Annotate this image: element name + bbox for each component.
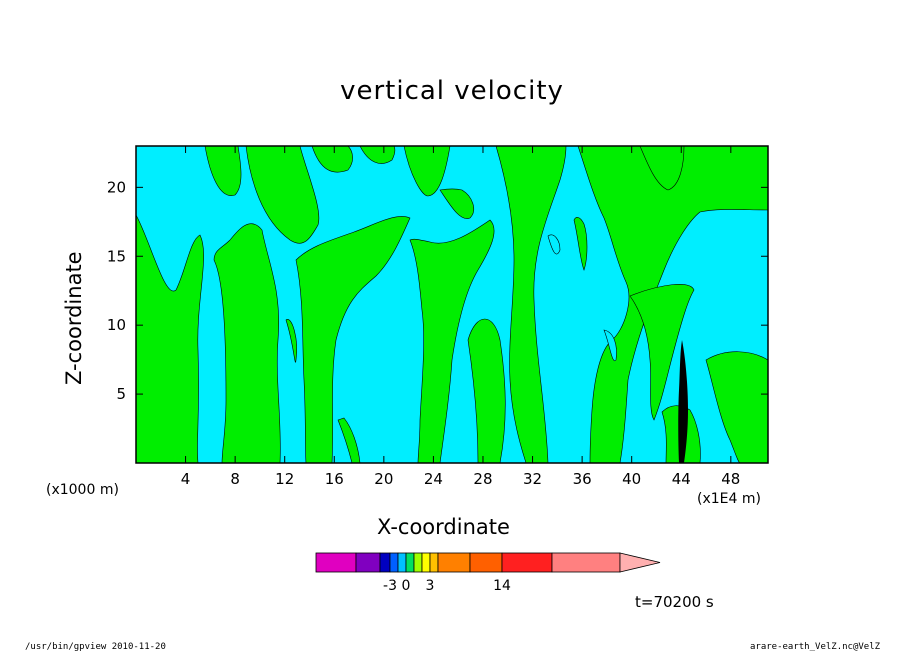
x-axis-label: X-coordinate (377, 515, 510, 539)
contour-region-positive (245, 146, 320, 244)
y-axis-label: Z-coordinate (62, 251, 86, 385)
contour-region-positive (577, 146, 768, 463)
contour-region-strong (678, 340, 688, 463)
contour-region-positive (285, 319, 297, 363)
contour-region-positive (573, 217, 588, 271)
contour-region-positive (213, 223, 281, 463)
x-tick-label: 44 (672, 470, 691, 488)
x-tick-label: 12 (275, 470, 294, 488)
contour-region-negative (547, 234, 561, 255)
y-axis: 5 10 15 20 (107, 178, 768, 403)
colorbar-label: 3 (426, 578, 435, 594)
time-label: t=70200 s (635, 593, 714, 611)
contour-region-positive (705, 351, 768, 463)
x-tick-label: 48 (721, 470, 740, 488)
colorbar-label: 0 (402, 578, 411, 594)
x-tick-label: 24 (424, 470, 443, 488)
x-tick-label: 8 (230, 470, 240, 488)
x-unit-right: (x1E4 m) (697, 491, 761, 507)
colorbar-label: -3 (383, 578, 397, 594)
colorbar-swatch (421, 552, 431, 573)
contour-region-positive (629, 284, 695, 421)
chart-title: vertical velocity (340, 76, 564, 106)
y-tick-label: 5 (116, 385, 126, 403)
y-tick-label: 20 (107, 178, 126, 196)
footer-left: /usr/bin/gpview 2010-11-20 (25, 642, 166, 652)
colorbar-swatch (413, 552, 423, 573)
x-tick-label: 20 (374, 470, 393, 488)
colorbar-swatch (501, 552, 553, 573)
x-axis: 4 8 12 16 20 24 28 32 36 40 44 48 (181, 146, 740, 488)
plot-frame (135, 145, 769, 464)
colorbar-swatch (429, 552, 439, 573)
colorbar-swatch (389, 552, 399, 573)
colorbar-arrow (619, 552, 661, 573)
contour-region-positive (359, 146, 396, 164)
colorbar-swatch (437, 552, 471, 573)
contour-region-positive (409, 219, 495, 463)
colorbar-swatch (315, 552, 357, 573)
x-tick-label: 40 (622, 470, 641, 488)
x-unit-left: (x1000 m) (46, 482, 119, 498)
x-tick-label: 32 (523, 470, 542, 488)
contour-region-positive (204, 146, 242, 196)
contour-region-positive (439, 188, 474, 219)
contour-fills (136, 146, 768, 463)
x-tick-label: 16 (325, 470, 344, 488)
colorbar-label: 14 (493, 578, 511, 594)
x-tick-label: 28 (473, 470, 492, 488)
contour-region-positive (295, 216, 411, 463)
colorbar-swatch (355, 552, 381, 573)
colorbar-swatch (379, 552, 391, 573)
contour-region-positive (467, 318, 506, 463)
y-tick-label: 10 (107, 316, 126, 334)
x-tick-label: 4 (181, 470, 191, 488)
footer-right: arare-earth_VelZ.nc@VelZ (750, 642, 881, 652)
contour-region-positive (337, 417, 361, 463)
contour-region-positive (136, 214, 204, 463)
contour-region-positive (311, 146, 353, 173)
contour-region-negative (603, 329, 617, 362)
x-tick-label: 36 (573, 470, 592, 488)
colorbar-swatch (469, 552, 503, 573)
colorbar: -3 0 3 14 (315, 552, 661, 594)
y-tick-label: 15 (107, 247, 126, 265)
colorbar-swatch (397, 552, 407, 573)
contour-region-positive (639, 146, 685, 191)
colorbar-swatch (551, 552, 621, 573)
contour-region-positive (403, 146, 451, 197)
colorbar-swatch (405, 552, 415, 573)
